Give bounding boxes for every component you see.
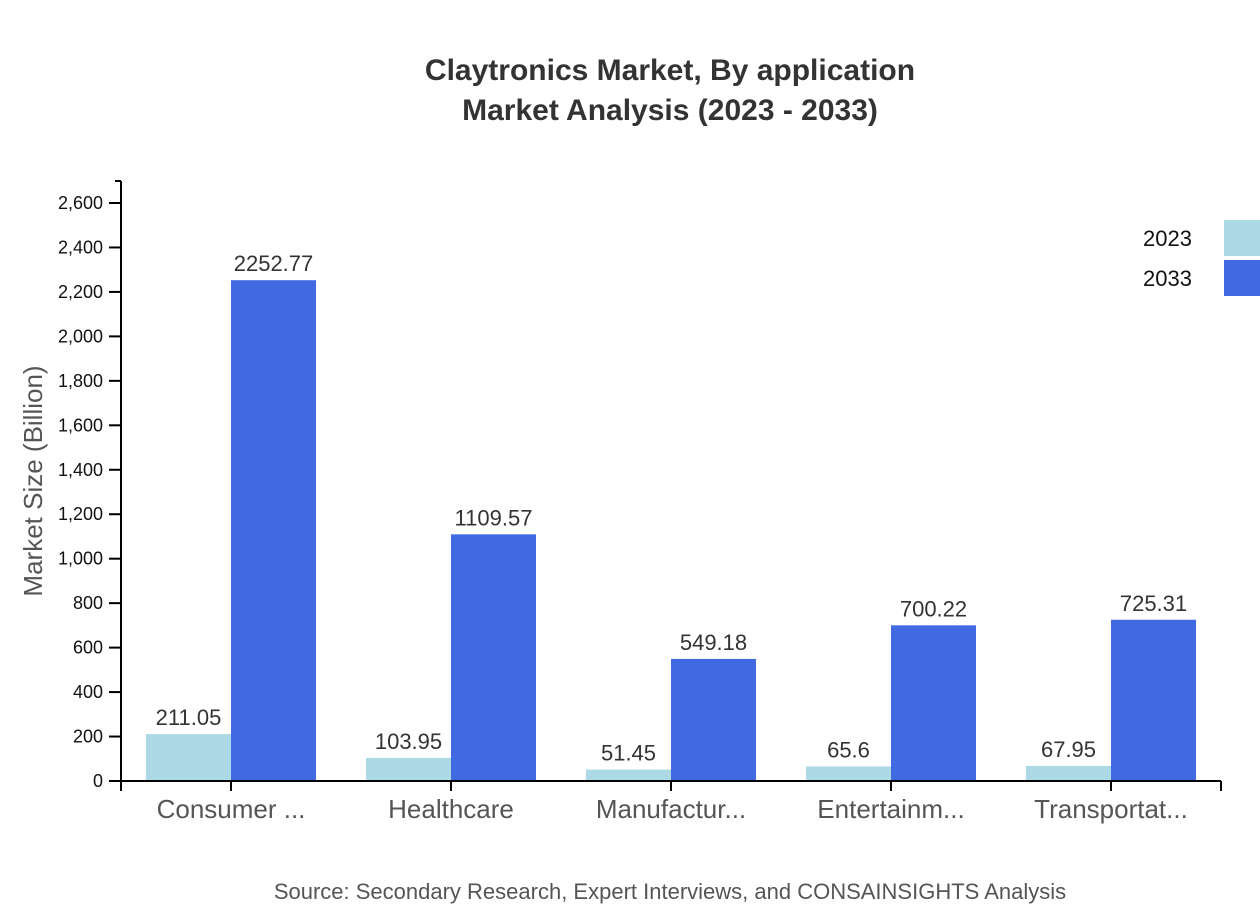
source-note: Source: Secondary Research, Expert Inter… [274, 879, 1066, 904]
bar-value-label: 211.05 [156, 705, 222, 730]
y-axis-label: Market Size (Billion) [18, 365, 48, 596]
legend-swatch [1224, 260, 1260, 296]
y-tick-label: 2,000 [58, 326, 103, 346]
bar-2023 [1026, 765, 1111, 781]
bar-2023 [366, 757, 451, 781]
y-tick-label: 600 [73, 638, 103, 658]
bar-2033 [231, 280, 316, 781]
bars: 211.05 2252.77 103.95 1109.57 51.45 549.18 65.… [146, 251, 1196, 781]
x-category-label: Healthcare [388, 794, 514, 824]
x-category-label: Consumer ... [157, 794, 306, 824]
y-tick-label: 1,000 [58, 549, 103, 569]
bar-value-label: 2252.77 [234, 251, 314, 276]
bar-2023 [146, 734, 231, 781]
y-tick-label: 2,600 [58, 193, 103, 213]
y-tick-label: 1,400 [58, 460, 103, 480]
bar-value-label: 1109.57 [455, 505, 533, 530]
y-tick-label: 1,200 [58, 504, 103, 524]
chart-subtitle: Market Analysis (2023 - 2033) [462, 94, 878, 127]
x-axis: Consumer ... Healthcare Manufactur... Enter… [121, 780, 1222, 824]
bar-value-label: 65.6 [827, 737, 870, 762]
x-category-label: Entertainm... [817, 794, 964, 824]
bar-2023 [806, 766, 891, 781]
y-tick-label: 0 [93, 771, 103, 791]
y-tick-label: 2,400 [58, 237, 103, 257]
x-category-label: Transportat... [1034, 794, 1188, 824]
y-tick-label: 1,600 [58, 415, 103, 435]
bar-2033 [891, 625, 976, 781]
bar-2033 [451, 534, 536, 781]
chart-title: Claytronics Market, By application [425, 54, 915, 87]
y-axis: 0 200 400 600 800 1,000 1,200 1,400 1,600 1,800 2,… [58, 180, 122, 791]
y-tick-label: 1,800 [58, 371, 103, 391]
bar-value-label: 51.45 [601, 741, 656, 766]
y-tick-label: 200 [73, 727, 103, 747]
legend-swatch [1224, 220, 1260, 256]
bar-2033 [1111, 619, 1196, 781]
legend-label: 2033 [1143, 266, 1192, 291]
bar-value-label: 700.22 [900, 596, 967, 621]
bar-2023 [586, 769, 671, 781]
bar-value-label: 103.95 [375, 729, 442, 754]
y-tick-label: 400 [73, 682, 103, 702]
x-category-label: Manufactur... [596, 794, 746, 824]
bar-value-label: 725.31 [1120, 591, 1187, 616]
bar-2033 [671, 658, 756, 781]
legend-label: 2023 [1143, 226, 1192, 251]
y-tick-label: 800 [73, 593, 103, 613]
bar-value-label: 549.18 [680, 630, 747, 655]
bar-value-label: 67.95 [1041, 737, 1096, 762]
legend: 2023 2033 [1143, 220, 1260, 296]
y-tick-label: 2,200 [58, 282, 103, 302]
